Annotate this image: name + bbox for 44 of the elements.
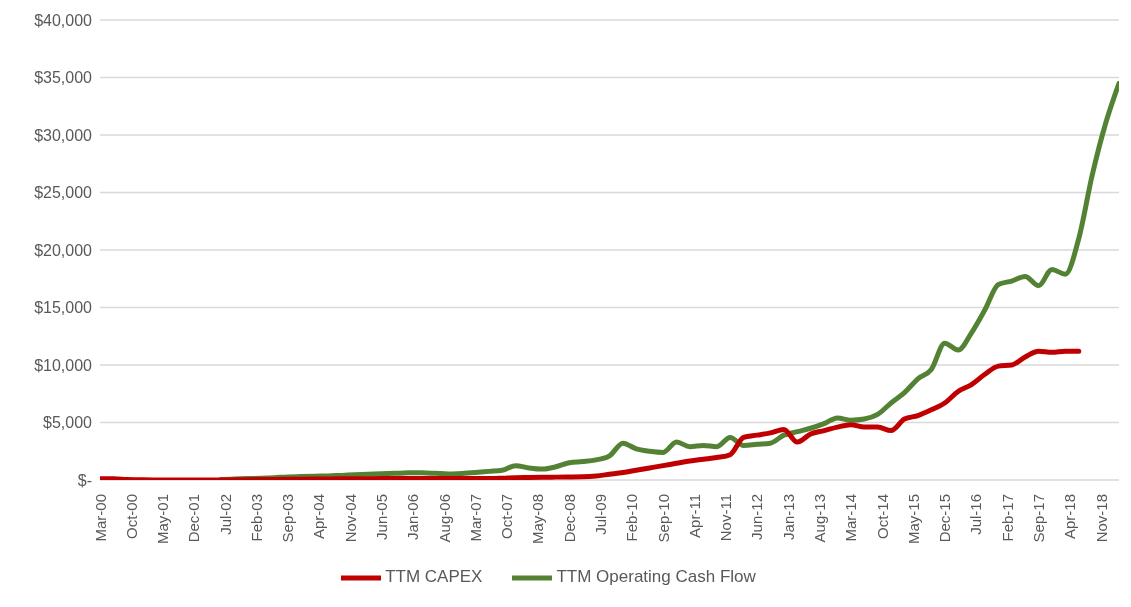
x-tick-label: Dec-15 (936, 494, 954, 543)
x-tick-label: Nov-04 (341, 494, 359, 543)
y-tick-label: $5,000 (43, 414, 93, 432)
x-tick-label: Mar-14 (842, 494, 860, 542)
x-tick-label: Dec-08 (560, 494, 578, 543)
y-tick-label: $- (77, 471, 92, 489)
x-tick-label: Oct-00 (122, 494, 140, 540)
x-tick-label: Aug-06 (435, 494, 453, 543)
x-tick-label: Aug-13 (811, 494, 829, 543)
x-tick-label: Jul-02 (216, 494, 234, 535)
y-tick-label: $20,000 (34, 241, 93, 259)
x-tick-label: Mar-07 (466, 494, 484, 542)
y-tick-label: $40,000 (34, 11, 93, 29)
x-tick-label: Sep-03 (279, 494, 297, 543)
x-tick-label: May-08 (529, 494, 547, 545)
legend-label: TTM Operating Cash Flow (556, 567, 756, 587)
y-tick-label: $15,000 (34, 299, 93, 317)
y-tick-label: $25,000 (34, 184, 93, 202)
x-tick-label: Nov-11 (717, 494, 735, 542)
x-tick-label: Feb-17 (998, 494, 1016, 542)
x-tick-label: Oct-14 (873, 494, 891, 540)
x-tick-label: Mar-00 (91, 494, 109, 542)
x-tick-label: Apr-11 (685, 494, 703, 538)
x-tick-label: Oct-07 (498, 494, 516, 540)
x-tick-label: May-01 (154, 494, 172, 545)
y-tick-label: $10,000 (34, 356, 93, 374)
x-tick-label: Jun-12 (748, 494, 766, 540)
x-tick-label: Apr-18 (1061, 494, 1079, 540)
x-tick-label: Apr-04 (310, 494, 328, 540)
y-tick-label: $30,000 (34, 126, 93, 144)
x-tick-label: Jun-05 (373, 494, 391, 540)
x-tick-label: Jan-06 (404, 494, 422, 540)
y-tick-label: $35,000 (34, 69, 93, 87)
x-tick-label: Sep-10 (654, 494, 672, 543)
x-tick-label: Feb-03 (247, 494, 265, 542)
legend-label: TTM CAPEX (385, 567, 483, 587)
x-tick-label: Sep-17 (1030, 494, 1048, 543)
x-tick-label: Dec-01 (185, 494, 203, 543)
x-tick-label: Feb-10 (623, 494, 641, 542)
x-tick-label: Jan-13 (779, 494, 797, 540)
x-tick-label: Nov-18 (1092, 494, 1110, 543)
x-tick-label: Jul-16 (967, 494, 985, 535)
x-tick-label: Jul-09 (592, 494, 610, 535)
x-tick-label: May-15 (904, 494, 922, 545)
